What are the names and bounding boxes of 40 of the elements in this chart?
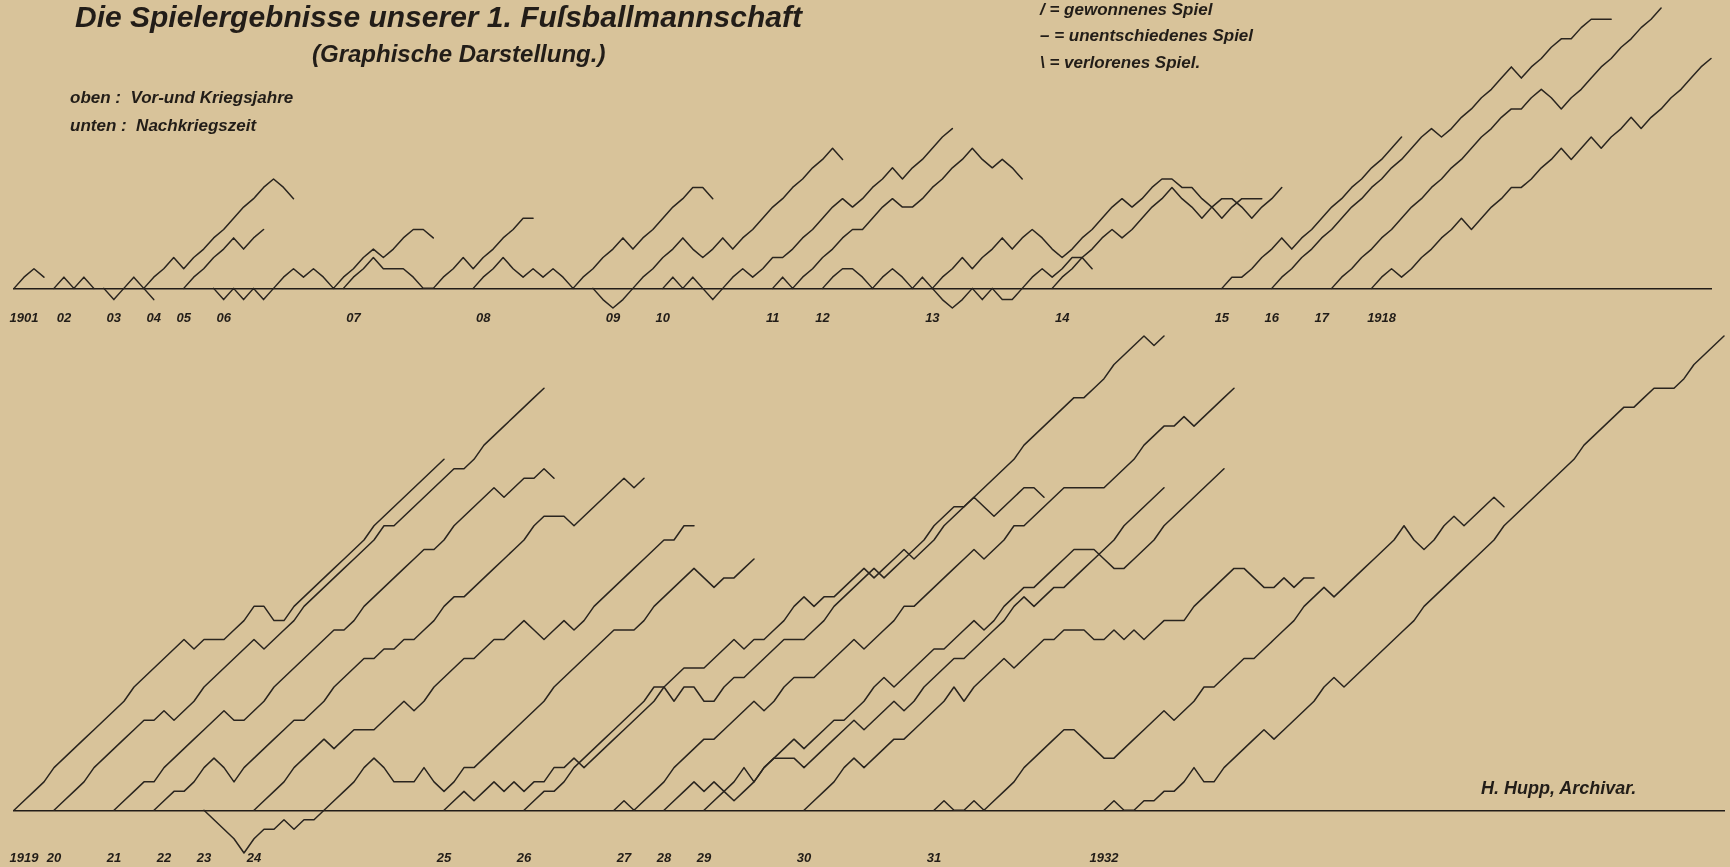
x-tick-label: 05 — [176, 309, 192, 325]
x-tick-label: 1901 — [9, 309, 39, 325]
x-tick-label: 28 — [655, 849, 672, 865]
annotation: – = unentschiedenes Spiel — [1040, 26, 1254, 46]
annotation: H. Hupp, Archivar. — [1481, 778, 1637, 799]
x-tick-label: 24 — [245, 849, 262, 865]
x-tick-label: 20 — [45, 849, 62, 865]
x-tick-label: 22 — [155, 849, 172, 865]
x-tick-label: 08 — [475, 309, 492, 325]
x-tick-label: 31 — [926, 849, 942, 865]
annotation: \ = verlorenes Spiel. — [1040, 53, 1201, 73]
x-tick-label: 13 — [925, 309, 941, 325]
x-tick-label: 15 — [1214, 309, 1230, 325]
annotation: / = gewonnenes Spiel — [1040, 0, 1213, 20]
x-tick-label: 04 — [146, 309, 162, 325]
x-tick-label: 27 — [615, 849, 632, 865]
x-tick-label: 09 — [605, 309, 621, 325]
x-tick-label: 03 — [106, 309, 122, 325]
chart-title: Die Spielergebnisse unserer 1. Fuſsballmannschaft — [75, 0, 802, 35]
x-tick-label: 14 — [1054, 309, 1071, 325]
annotation: oben : Vor-und Kriegsjahre — [70, 88, 294, 108]
x-tick-label: 21 — [105, 849, 122, 865]
x-tick-label: 1918 — [1367, 309, 1397, 325]
x-tick-label: 25 — [435, 849, 452, 865]
x-tick-label: 1932 — [1089, 849, 1120, 865]
x-tick-label: 30 — [796, 849, 812, 865]
x-tick-label: 23 — [195, 849, 212, 865]
x-tick-label: 26 — [515, 849, 532, 865]
x-tick-label: 29 — [695, 849, 712, 865]
annotation: unten : Nachkriegszeit — [70, 116, 257, 136]
x-tick-label: 10 — [655, 309, 671, 325]
x-tick-label: 11 — [765, 309, 780, 325]
x-tick-label: 17 — [1314, 309, 1330, 325]
x-tick-label: 12 — [815, 309, 831, 325]
x-tick-label: 1919 — [9, 849, 40, 865]
x-tick-label: 06 — [216, 309, 232, 325]
text: (Graphische Darstellung.) — [312, 40, 606, 68]
x-tick-label: 16 — [1264, 309, 1280, 325]
x-tick-label: 02 — [56, 309, 72, 325]
x-tick-label: 07 — [346, 309, 362, 325]
